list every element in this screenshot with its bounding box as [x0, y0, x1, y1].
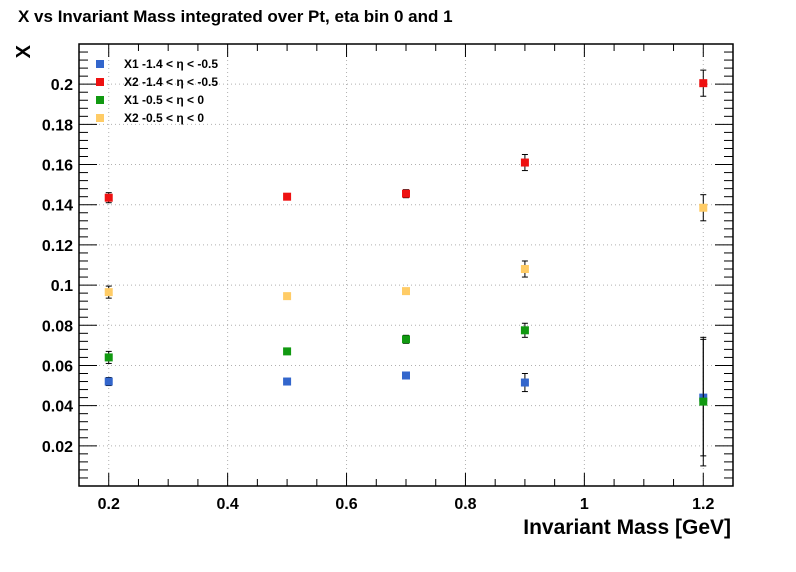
data-point-series-4 — [402, 287, 410, 296]
legend-marker-series-3 — [96, 96, 104, 104]
data-point-series-2 — [402, 189, 410, 198]
y-tick-label: 0.04 — [42, 399, 73, 416]
legend: X1 -1.4 < η < -0.5 X2 -1.4 < η < -0.5 X1 -… — [96, 57, 218, 125]
data-point-series-2 — [520, 158, 529, 167]
data-point-series-3 — [402, 335, 410, 344]
x-tick-label: 1.2 — [692, 496, 714, 513]
data-point-series-4 — [104, 288, 113, 297]
data-point-series-4 — [520, 265, 529, 274]
y-tick-label: 0.06 — [42, 358, 73, 375]
y-tick-label: 0.2 — [51, 77, 73, 94]
y-tick-label: 0.18 — [42, 117, 73, 134]
data-point-series-1 — [104, 377, 113, 386]
data-point-series-2 — [699, 79, 708, 88]
legend-label-series-2: X2 -1.4 < η < -0.5 — [124, 75, 218, 89]
legend-label-series-1: X1 -1.4 < η < -0.5 — [124, 57, 218, 71]
gridlines — [79, 44, 733, 486]
y-tick-label: 0.02 — [42, 439, 73, 456]
data-point-series-1 — [520, 378, 529, 387]
y-tick-label: 0.16 — [42, 158, 73, 175]
y-tick-label: 0.08 — [42, 318, 73, 335]
plot-markers — [104, 69, 708, 467]
data-point-series-3 — [699, 397, 708, 406]
legend-label-series-3: X1 -0.5 < η < 0 — [124, 93, 204, 107]
legend-label-series-4: X2 -0.5 < η < 0 — [124, 111, 204, 125]
x-axis-label: Invariant Mass [GeV] — [523, 516, 731, 539]
data-point-series-2 — [104, 193, 113, 202]
y-tick-label: 0.12 — [42, 238, 73, 255]
data-point-series-4 — [283, 292, 292, 301]
data-point-series-1 — [402, 371, 410, 380]
legend-marker-series-1 — [96, 60, 104, 68]
data-point-series-3 — [520, 326, 529, 335]
y-tick-label: 0.14 — [42, 198, 73, 215]
data-point-series-3 — [283, 347, 292, 356]
y-tick-label: 0.1 — [51, 278, 73, 295]
chart-title: X vs Invariant Mass integrated over Pt, … — [18, 7, 453, 26]
x-tick-label: 0.6 — [335, 496, 357, 513]
data-point-series-1 — [283, 377, 292, 386]
legend-marker-series-4 — [96, 114, 104, 122]
data-point-series-3 — [104, 353, 113, 362]
data-point-series-4 — [699, 203, 708, 212]
axes: 0.2 0.4 0.6 0.8 1 1.2 0.02 0.04 0.06 0.08 0.1 0.12 0… — [42, 43, 734, 513]
x-tick-label: 1 — [580, 496, 589, 513]
x-tick-label: 0.2 — [98, 496, 120, 513]
x-tick-label: 0.8 — [454, 496, 476, 513]
x-tick-label: 0.4 — [217, 496, 239, 513]
data-point-series-2 — [283, 192, 292, 201]
y-axis-label: X — [13, 44, 35, 58]
legend-marker-series-2 — [96, 78, 104, 86]
